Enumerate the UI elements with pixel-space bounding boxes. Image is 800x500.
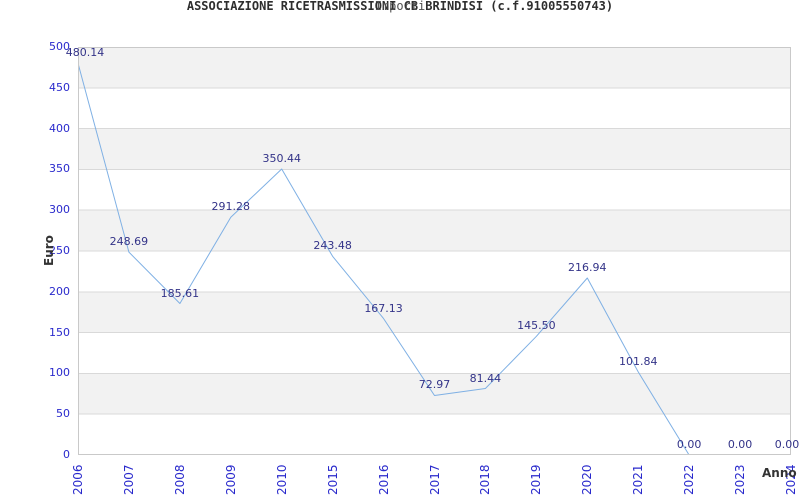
plot-border xyxy=(78,47,791,455)
x-axis-tick-label: 2022 xyxy=(682,464,697,495)
x-axis-title: Anno xyxy=(762,466,797,480)
y-axis-tick-label: 0 xyxy=(63,448,70,461)
data-point-label: 480.14 xyxy=(65,46,105,60)
y-axis-title: Euro xyxy=(42,235,56,266)
y-axis-tick-label: 100 xyxy=(49,366,70,380)
x-axis-tick-label: 2008 xyxy=(172,464,187,495)
x-axis-tick-label: 2023 xyxy=(733,464,748,495)
data-point-label: 81.44 xyxy=(469,371,502,385)
data-point-label: 216.94 xyxy=(568,260,607,274)
x-axis-tick-label: 2009 xyxy=(223,464,238,495)
x-axis-tick-label: 2018 xyxy=(478,464,493,495)
plot-band xyxy=(78,291,791,333)
x-axis-tick-label: 2021 xyxy=(631,464,646,495)
y-axis-tick-label: 50 xyxy=(56,407,70,421)
x-axis-tick-label: 2006 xyxy=(71,464,85,495)
data-point-label: 0.00 xyxy=(774,438,800,451)
y-axis-tick-label: 350 xyxy=(49,162,70,176)
data-point-label: 243.48 xyxy=(313,239,352,253)
data-point-label: 0.00 xyxy=(727,438,753,451)
data-point-label: 291.28 xyxy=(211,200,251,214)
y-axis-tick-label: 300 xyxy=(49,203,70,217)
data-point-label: 350.44 xyxy=(262,152,301,166)
y-axis-tick-label: 500 xyxy=(49,40,70,53)
x-axis-tick-label: 2015 xyxy=(325,464,340,495)
data-point-label: 72.97 xyxy=(418,378,451,392)
y-axis-tick-label: 400 xyxy=(49,121,70,135)
x-axis-tick-label: 2019 xyxy=(529,464,544,495)
plot-band xyxy=(78,47,791,88)
data-point-label: 101.84 xyxy=(618,354,658,368)
plot-area xyxy=(78,47,791,455)
data-point-label: 185.61 xyxy=(160,286,200,300)
x-axis-tick-label: 2007 xyxy=(121,464,136,495)
data-point-label: 0.00 xyxy=(676,438,702,451)
y-axis-tick-label: 450 xyxy=(49,80,70,94)
data-point-label: 145.50 xyxy=(517,319,556,333)
x-axis-tick-label: 2017 xyxy=(427,464,442,495)
x-axis-tick-label: 2010 xyxy=(274,464,289,495)
y-axis-tick-label: 250 xyxy=(49,244,70,257)
plot-band xyxy=(78,210,791,251)
y-axis-tick-label: 150 xyxy=(49,325,70,339)
data-point-label: 248.69 xyxy=(109,235,149,249)
chart-title: ASSOCIAZIONE RICETRASMISSIONI CB BRINDIS… xyxy=(186,0,614,13)
x-axis-tick-label: 2016 xyxy=(376,464,391,495)
x-axis-tick-label: 2020 xyxy=(580,464,595,495)
plot-band xyxy=(78,373,791,415)
y-axis-tick-label: 200 xyxy=(49,284,70,298)
chart-subtitle: Importi xyxy=(374,0,426,13)
plot-band xyxy=(78,128,791,170)
data-point-label: 167.13 xyxy=(364,301,403,315)
line-plot-canvas xyxy=(78,47,791,455)
line-series xyxy=(78,63,791,455)
